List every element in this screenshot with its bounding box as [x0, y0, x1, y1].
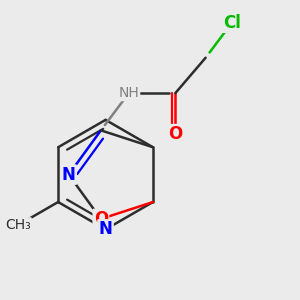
- Text: CH₃: CH₃: [5, 218, 31, 232]
- Text: NH: NH: [118, 86, 139, 100]
- Text: N: N: [99, 220, 112, 238]
- Text: Cl: Cl: [223, 14, 241, 32]
- Text: N: N: [62, 166, 76, 184]
- Text: O: O: [168, 125, 182, 143]
- Text: O: O: [94, 210, 108, 228]
